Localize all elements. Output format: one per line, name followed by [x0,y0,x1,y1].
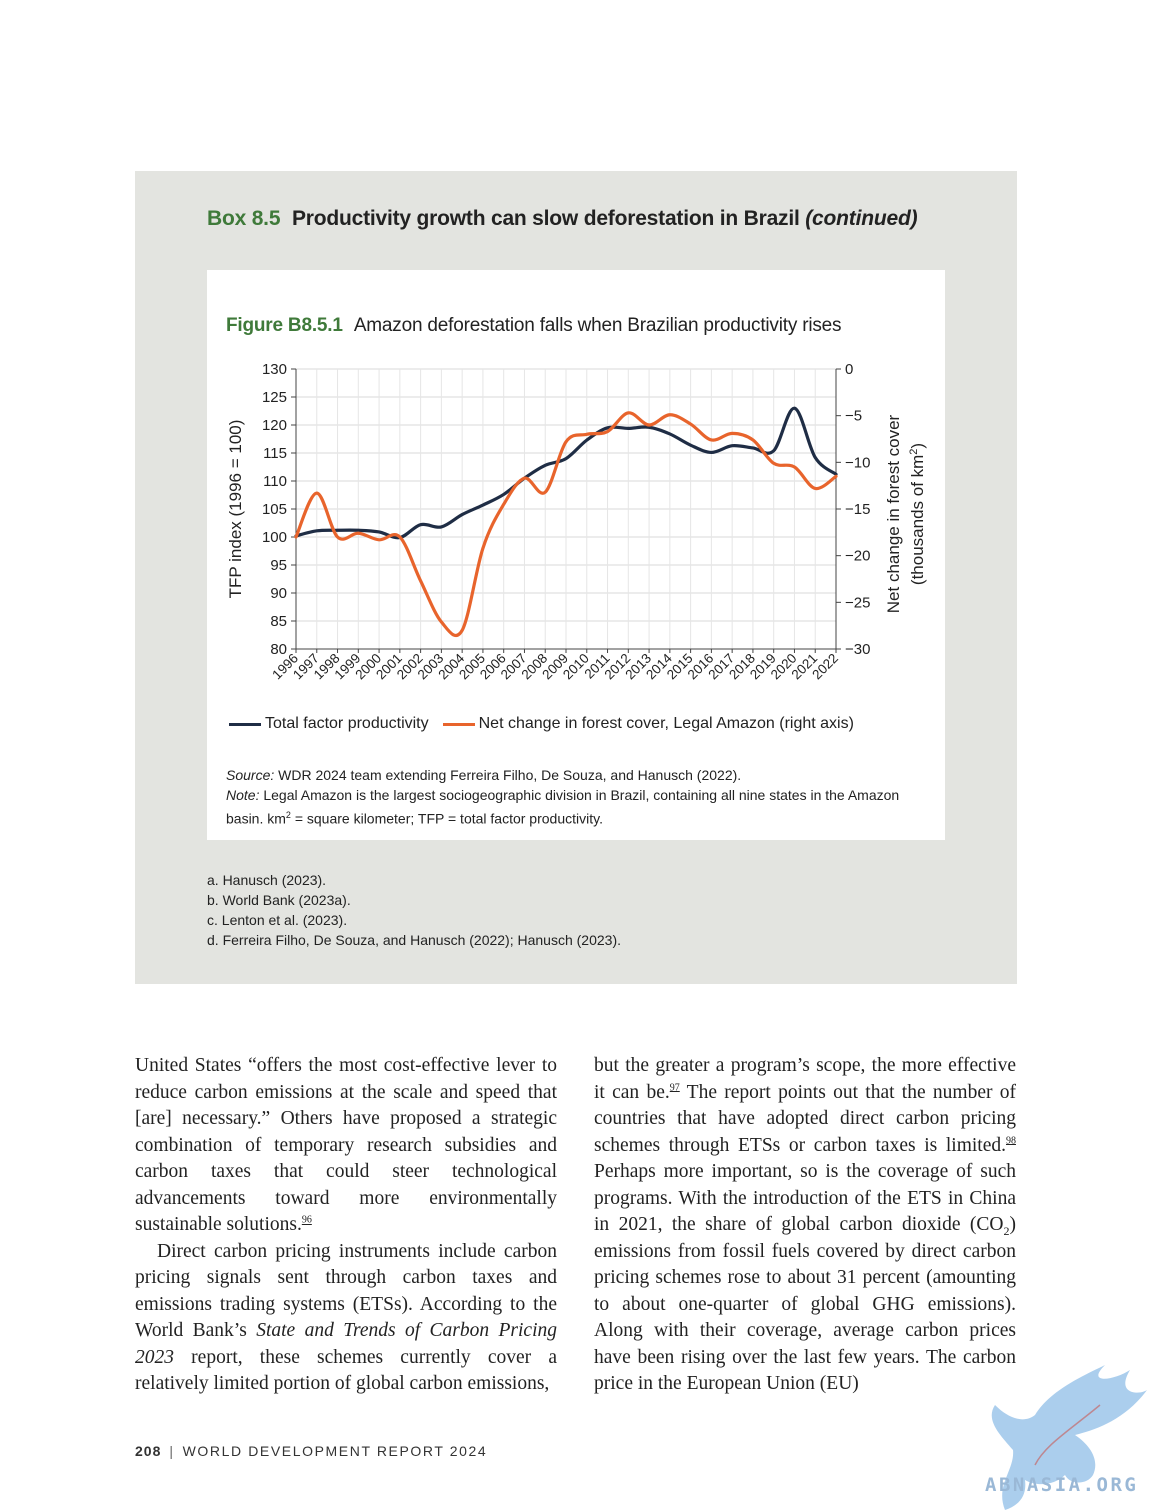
left-tick-label: 110 [263,473,287,490]
figure-source: Source: WDR 2024 team extending Ferreira… [226,765,936,785]
body-column-right: but the greater a program’s scope, the m… [594,1053,1016,1398]
figure-note: Note: Legal Amazon is the largest sociog… [226,785,936,829]
box-title: Box 8.5 Productivity growth can slow def… [207,207,918,231]
left-tick-label: 90 [270,585,287,602]
footnote-d: d. Ferreira Filho, De Souza, and Hanusch… [207,932,621,948]
legend-label-tfp: Total factor productivity [265,715,429,732]
right-tick-label: −10 [845,454,870,471]
legend-swatch-tfp [229,722,261,726]
body-paragraph: Direct carbon pricing instruments includ… [135,1239,557,1398]
box-8-5: Box 8.5 Productivity growth can slow def… [135,171,1017,984]
left-tick-label: 130 [262,361,287,378]
footnote-ref-98[interactable]: 98 [1006,1135,1016,1146]
left-tick-label: 125 [262,389,287,406]
footnote-ref-96[interactable]: 96 [301,1214,312,1226]
note-sup: 2 [285,810,291,820]
box-label: Box 8.5 [207,207,281,230]
box-title-text: Productivity growth can slow deforestati… [291,207,800,230]
left-axis-title: TFP index (1996 = 100) [226,420,245,599]
box-footnotes: a. Hanusch (2023). b. World Bank (2023a)… [207,870,621,950]
paragraph-text: The report points out that the number of… [594,1081,1016,1156]
source-label: Source: [226,767,275,783]
left-tick-label: 115 [263,445,287,462]
footnote-b: b. World Bank (2023a). [207,892,351,908]
report-title: State and Trends of Carbon Pricing 2023 [135,1320,557,1368]
chart-legend: Total factor productivity Net change in … [229,715,868,733]
subscript: 2 [1003,1223,1010,1238]
series-line-tfp [294,406,838,540]
note-text-b: = square kilometer; TFP = total factor p… [290,810,603,827]
legend-item-tfp: Total factor productivity [229,715,429,733]
series-line-forest-cover [294,411,838,637]
note-text-a: Legal Amazon is the largest sociogeograp… [226,787,900,827]
body-paragraph: but the greater a program’s scope, the m… [594,1053,1016,1398]
paragraph-text: report, these schemes currently cover a … [135,1346,557,1395]
left-tick-label: 105 [262,501,287,518]
page-footer: 208 | WORLD DEVELOPMENT REPORT 2024 [135,1443,487,1459]
right-tick-label: −30 [845,641,870,658]
right-tick-label: −25 [845,594,870,611]
box-continued: (continued) [805,207,918,230]
footer-separator: | [169,1443,175,1459]
body-column-left: United States “offers the most cost-effe… [135,1053,557,1398]
footnote-ref-97[interactable]: 97 [669,1082,680,1093]
footer-title: WORLD DEVELOPMENT REPORT 2024 [182,1443,488,1459]
figure-notes: Source: WDR 2024 team extending Ferreira… [226,765,936,829]
right-axis-title-units: (thousands of km2) [908,443,927,585]
left-tick-label: 95 [270,557,287,574]
right-tick-label: −5 [845,408,862,425]
figure-title-text: Amazon deforestation falls when Brazilia… [353,315,842,336]
body-paragraph: United States “offers the most cost-effe… [135,1053,557,1239]
legend-item-forest: Net change in forest cover, Legal Amazon… [442,715,854,733]
line-chart: 130 125 120 115 110 105 100 95 90 85 80 0 −5 −10 −15 −2… [226,361,927,682]
right-tick-label: −20 [845,548,870,565]
left-tick-label: 80 [270,641,287,658]
note-label: Note: [226,787,260,803]
right-tick-label: 0 [845,361,853,378]
right-axis-title: Net change in forest cover [884,414,903,613]
legend-label-forest: Net change in forest cover, Legal Amazon… [478,715,854,732]
watermark-text: ABNASIA.ORG [985,1474,1139,1496]
figure-title: Figure B8.5.1 Amazon deforestation falls… [226,315,842,337]
paragraph-text: but the greater a program’s scope, the m… [594,1055,1016,1103]
page-number: 208 [135,1443,162,1459]
paragraph-text: ) emissions from fossil fuels covered by… [594,1214,1016,1394]
left-tick-label: 100 [262,529,287,546]
left-tick-label: 120 [262,417,287,434]
legend-swatch-forest [442,722,475,726]
griffin-logo-icon [991,1365,1147,1510]
footnote-c: c. Lenton et al. (2023). [207,912,348,928]
right-tick-label: −15 [845,501,870,518]
figure-label: Figure B8.5.1 [226,315,343,336]
figure-b8-5-1: Figure B8.5.1 Amazon deforestation falls… [207,270,945,840]
paragraph-text: Direct carbon pricing instruments includ… [135,1240,557,1342]
footnote-a: a. Hanusch (2023). [207,872,327,888]
left-tick-label: 85 [270,613,287,630]
paragraph-text: United States “offers the most cost-effe… [135,1055,557,1235]
paragraph-text: Perhaps more important, so is the covera… [594,1161,1016,1235]
source-text: WDR 2024 team extending Ferreira Filho, … [278,767,742,783]
